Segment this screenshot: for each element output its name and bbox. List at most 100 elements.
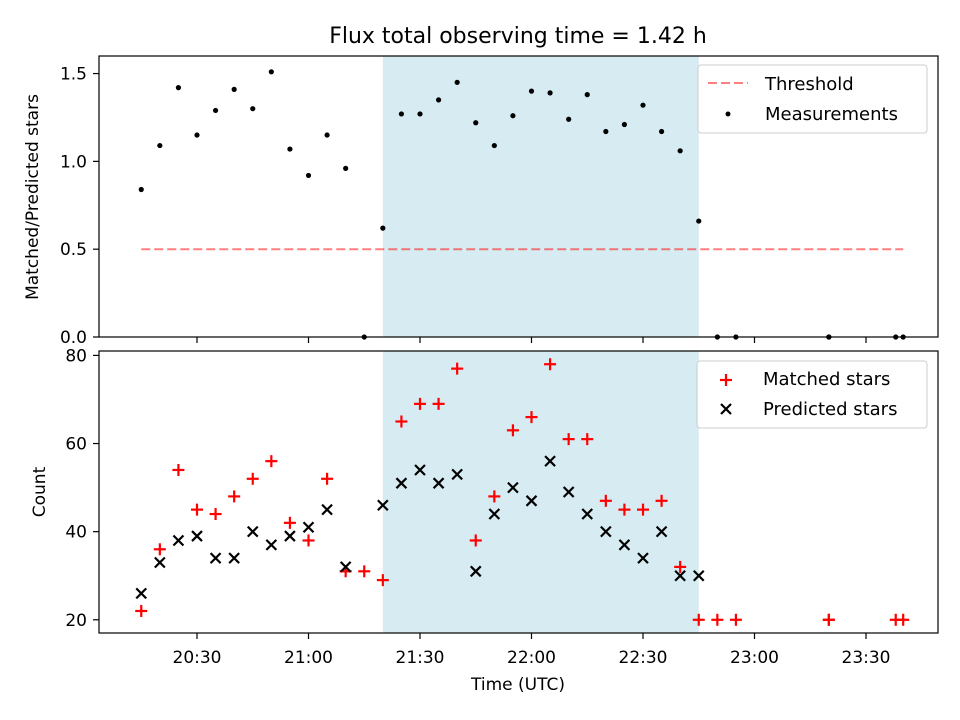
count-y-tick-label: 20 [65,611,87,631]
predicted-star-point [562,486,575,498]
measurement-point [454,79,460,85]
ratio-x-ticks [196,337,867,343]
matched-star-point [562,433,575,446]
measurement-point [324,132,330,138]
matched-star-point [729,613,742,626]
measurement-point [175,85,182,91]
ratio-plot-frame [98,55,939,338]
count-y-tick-label: 80 [65,346,87,366]
matched-star-point [283,516,296,529]
matched-star-point [153,543,166,556]
matched-star-point [897,613,910,626]
matched-star-point [191,503,203,516]
predicted-star-point [674,569,686,582]
measurement-point [473,120,479,126]
predicted-star-point [191,530,203,542]
legend-matched-label: Matched stars [763,369,890,390]
matched-star-point [432,397,445,410]
measurement-point [677,148,683,154]
ratio-y-axis-label: Matched/Predicted stars [23,94,43,300]
measurement-point [510,113,516,119]
legend-predicted-label: Predicted stars [763,399,897,420]
predicted-star-point [692,569,705,582]
measurement-point [250,106,256,112]
measurement-point [584,92,590,98]
predicted-star-point [339,561,352,573]
count-y-tick-label: 60 [65,435,87,455]
ratio-marks [138,69,906,340]
matched-star-point [172,463,185,476]
matched-star-point [599,494,612,507]
x-tick-label: 21:00 [284,648,333,668]
matched-star-point [414,397,426,410]
count-x-ticks: 20:30 21:00 21:30 22:00 22:30 23:00 23:30 [173,633,891,668]
matched-star-point [228,490,241,503]
predicted-star-point [469,565,482,578]
matched-star-point [209,508,222,521]
chart-title: Flux total observing time = 1.42 h [329,24,707,49]
count-y-axis-label: Count [30,466,50,517]
measurement-point [380,225,386,231]
measurement-point [696,218,702,224]
ratio-panel: 0.0 0.5 1.0 1.5 Matched/Predicted stars Thr… [23,55,939,348]
measurement-point [566,116,572,122]
measurement-point [268,69,274,75]
count-y-tick-label: 40 [65,523,87,543]
legend-threshold-label: Threshold [764,74,854,95]
x-tick-label: 21:30 [396,648,445,668]
ratio-highlight-span [382,56,699,337]
measurement-point [547,90,553,96]
ratio-y-tick-label: 0.0 [60,328,87,348]
legend-predicted-swatch [720,403,732,415]
predicted-star-point [321,503,333,516]
matched-star-point [358,565,371,578]
matched-star-point [637,503,649,516]
x-axis-label: Time (UTC) [470,675,565,695]
predicted-star-point [525,495,538,507]
matched-star-point [246,472,259,485]
predicted-star-point [600,525,612,538]
measurement-point [621,121,628,128]
measurement-point [528,88,535,94]
predicted-star-point [432,477,445,489]
matched-star-point [488,490,501,503]
matched-star-point [544,358,557,371]
measurement-point [491,142,497,149]
legend-matched-swatch [720,374,732,386]
predicted-star-point [209,552,222,564]
matched-star-point [655,494,668,507]
predicted-star-point [228,552,240,564]
ratio-y-ticks: 0.0 0.5 1.0 1.5 [60,65,99,348]
predicted-star-point [414,464,426,476]
x-tick-label: 20:30 [173,648,222,668]
predicted-star-point [377,499,389,511]
count-plot-frame [98,350,939,634]
measurement-point [305,172,312,179]
ratio-y-tick-label: 0.5 [60,240,87,260]
count-marks [135,358,910,626]
matched-star-point [302,534,315,547]
matched-star-point [395,415,408,428]
measurement-point [194,132,200,138]
predicted-star-point [135,587,148,600]
predicted-star-point [284,530,296,542]
measurement-point [640,102,646,108]
matched-star-point [135,604,148,617]
predicted-star-point [154,556,166,569]
ratio-legend: Threshold Measurements [697,64,928,134]
count-legend: Matched stars Predicted stars [696,360,928,429]
ratio-y-tick-label: 1.5 [60,65,87,85]
matched-star-point [618,503,631,516]
ratio-y-tick-label: 1.0 [60,152,87,172]
measurement-point [603,128,609,135]
predicted-star-point [395,477,408,489]
predicted-star-point [246,525,259,538]
predicted-star-point [637,552,649,564]
matched-star-point [711,613,724,626]
predicted-star-point [488,508,501,520]
measurement-point [231,86,237,92]
measurement-point [435,97,442,103]
predicted-star-point [581,508,594,520]
matched-star-point [525,411,538,424]
